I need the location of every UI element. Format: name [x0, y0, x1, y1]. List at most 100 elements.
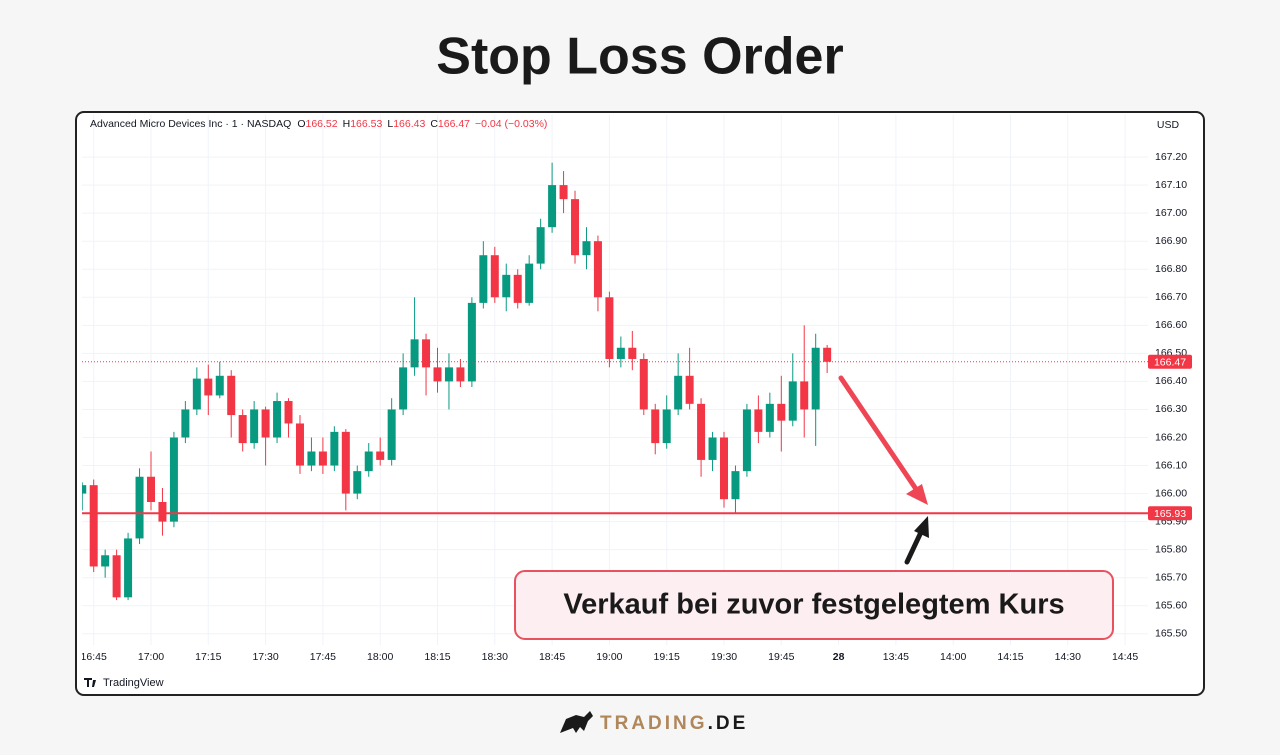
logo: TRADING.DE	[600, 713, 748, 734]
x-tick-label: 14:15	[997, 651, 1023, 663]
candle-body	[490, 255, 499, 298]
x-tick-label: 18:45	[539, 651, 565, 663]
candle-body	[89, 485, 98, 567]
candle-body	[674, 375, 683, 410]
candle-body	[582, 241, 591, 256]
y-tick-label: 165.80	[1155, 543, 1187, 555]
candle-body	[444, 367, 453, 382]
candle-body	[788, 381, 797, 421]
y-tick-label: 166.20	[1155, 431, 1187, 443]
candle-body	[593, 241, 602, 298]
y-tick-label: 165.70	[1155, 571, 1187, 583]
y-tick-label: 167.00	[1155, 207, 1187, 219]
x-tick-label: 19:45	[768, 651, 794, 663]
ohlc-value: 166.43	[393, 118, 425, 130]
candle-body	[147, 476, 155, 502]
candle-body	[765, 403, 774, 432]
x-tick-label: 19:15	[654, 651, 680, 663]
y-tick-label: 165.50	[1155, 628, 1187, 640]
x-tick-label: 14:00	[940, 651, 966, 663]
candle-body	[548, 185, 557, 228]
candle-body	[513, 274, 522, 303]
candle-body	[571, 199, 580, 256]
ohlc-value: 166.52	[306, 118, 338, 130]
y-tick-label: 167.20	[1155, 151, 1187, 163]
x-tick-label: 13:45	[883, 651, 909, 663]
candle-body	[800, 381, 809, 410]
instrument: Advanced Micro Devices Inc · 1 · NASDAQ	[90, 118, 291, 130]
y-tick-label: 166.70	[1155, 291, 1187, 303]
x-tick-label: 14:45	[1112, 651, 1138, 663]
price-label-box	[1148, 506, 1192, 521]
candle-body	[777, 403, 786, 421]
candle-body	[307, 451, 316, 466]
ohlc-value: 166.53	[350, 118, 382, 130]
logo-suffix: .DE	[708, 713, 749, 734]
candle-body	[536, 227, 545, 264]
title: Stop Loss Order	[436, 28, 843, 86]
candle-body	[639, 358, 648, 410]
x-tick-label: 18:30	[482, 651, 508, 663]
y-tick-label: 166.00	[1155, 487, 1187, 499]
candle-body	[708, 437, 717, 460]
candle-body	[720, 437, 728, 500]
candle-body	[422, 339, 431, 368]
candle-body	[823, 347, 832, 362]
candle-body	[341, 431, 350, 494]
candle-body	[192, 378, 201, 410]
candle-body	[616, 347, 625, 359]
x-tick-label: 28	[833, 651, 845, 663]
y-tick-label: 167.10	[1155, 179, 1187, 191]
chart-header: Advanced Micro Devices Inc · 1 · NASDAQ O…	[90, 118, 547, 130]
x-tick-label: 18:15	[424, 651, 450, 663]
candle-body	[238, 415, 247, 444]
y-tick-label: 166.30	[1155, 403, 1187, 415]
y-tick-label: 165.60	[1155, 600, 1187, 612]
ohlc-label: C	[430, 118, 438, 130]
candle-body	[754, 409, 763, 432]
candle-body	[284, 401, 293, 424]
candle-body	[525, 263, 534, 303]
candle-body	[387, 409, 396, 460]
candle-body	[353, 471, 362, 494]
x-tick-label: 17:30	[252, 651, 278, 663]
candle-body	[559, 185, 568, 200]
candle-body	[662, 409, 671, 444]
arrow	[904, 527, 925, 565]
source: TradingView	[103, 677, 164, 689]
x-tick-label: 19:30	[711, 651, 737, 663]
y-tick-label: 166.10	[1155, 459, 1187, 471]
candle-body	[135, 476, 144, 539]
candle-body	[742, 409, 751, 472]
x-tick-label: 17:15	[195, 651, 221, 663]
x-tick-label: 14:30	[1055, 651, 1081, 663]
candle-body	[811, 347, 820, 410]
x-tick-label: 16:45	[81, 651, 107, 663]
arrow-head	[914, 516, 929, 538]
y-tick-label: 166.60	[1155, 319, 1187, 331]
x-tick-label: 17:00	[138, 651, 164, 663]
price-label: 165.93	[1154, 508, 1186, 520]
arrow	[838, 375, 921, 495]
candle-body	[124, 538, 133, 598]
candle-body	[731, 471, 740, 500]
x-tick-label: 18:00	[367, 651, 393, 663]
candle-body	[112, 555, 121, 598]
y-tick-label: 166.80	[1155, 263, 1187, 275]
candle-body	[502, 274, 511, 298]
candle-body	[273, 401, 282, 438]
candle-body	[467, 302, 476, 382]
callout-box	[514, 570, 1114, 640]
y-tick-label: 166.40	[1155, 375, 1187, 387]
candle-body	[227, 375, 236, 416]
candle-body	[82, 485, 87, 494]
ohlc-label: L	[387, 118, 393, 130]
candle-body	[433, 367, 442, 382]
candle-body	[318, 451, 327, 466]
candle-body	[605, 297, 614, 359]
candle-body	[181, 409, 190, 438]
candle-body	[330, 431, 339, 466]
candle-body	[456, 367, 465, 382]
